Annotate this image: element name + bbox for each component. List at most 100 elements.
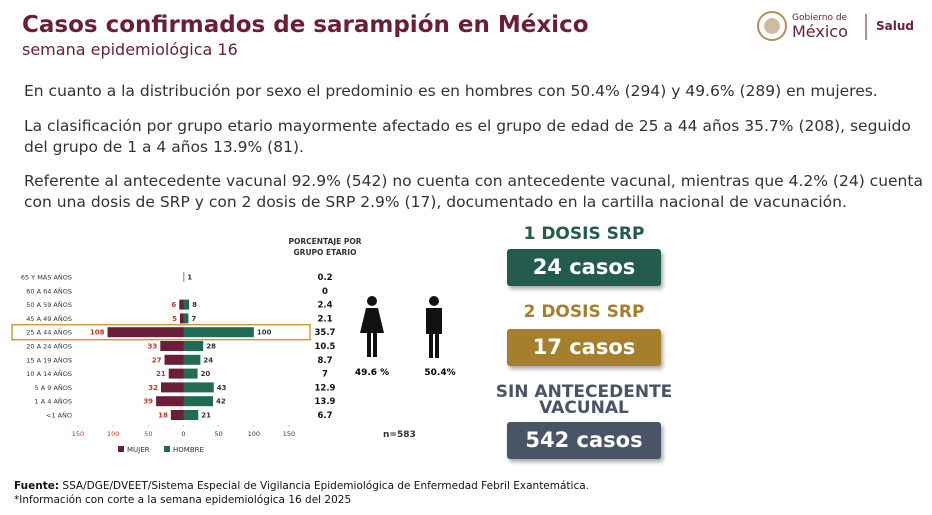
bar xyxy=(183,396,214,407)
category-label: <1 AÑO xyxy=(46,411,72,420)
bar xyxy=(156,396,184,407)
category-label: 65 Y MÁS AÑOS xyxy=(21,273,72,282)
bar xyxy=(160,341,184,351)
logo-line2: México xyxy=(792,22,848,41)
percent-label: 10.5 xyxy=(315,342,336,352)
category-label: 20 A 24 AÑOS xyxy=(26,342,72,351)
box-title: 1 DOSIS SRP xyxy=(523,224,645,244)
data-label: 8 xyxy=(192,301,197,309)
percent-label: 13.9 xyxy=(315,397,336,407)
bar xyxy=(179,313,184,324)
percent-label: 6.7 xyxy=(317,411,332,421)
percent-label: 12.9 xyxy=(315,383,336,393)
category-label: 15 A 19 AÑOS xyxy=(26,355,72,364)
bar xyxy=(183,272,185,282)
x-tick-label: 150 xyxy=(72,430,84,438)
bar xyxy=(170,410,184,420)
data-label: 100 xyxy=(257,329,272,337)
bar xyxy=(107,327,184,338)
legend-label: HOMBRE xyxy=(173,446,204,454)
percent-label: 7 xyxy=(322,370,328,380)
percent-label: 2.4 xyxy=(317,301,332,311)
paragraph: Referente al antecedente vacunal 92.9% (… xyxy=(24,172,923,211)
bar xyxy=(160,382,184,393)
category-label: 1 A 4 AÑOS xyxy=(35,397,72,406)
x-tick-label: 0 xyxy=(181,430,185,438)
bar xyxy=(164,354,184,365)
percent-label: 2.1 xyxy=(317,314,332,324)
logo-agency: Salud xyxy=(876,19,914,33)
percent-label: 0 xyxy=(322,287,328,297)
x-tick-label: 100 xyxy=(107,430,119,438)
title: Casos confirmados de sarampión en México xyxy=(22,12,589,38)
percent-label: 0.2 xyxy=(317,273,332,283)
emblem-core xyxy=(764,18,780,34)
category-label: 50 A 59 AÑOS xyxy=(26,300,72,309)
paragraph: En cuanto a la distribución por sexo el … xyxy=(24,82,878,100)
data-label: 1 xyxy=(187,274,192,282)
bar xyxy=(183,368,198,379)
box-value: 542 casos xyxy=(507,422,661,459)
legend-swatch xyxy=(164,446,170,452)
bar xyxy=(183,382,214,393)
percent-title: PORCENTAJE POR GRUPO ETARIO xyxy=(288,237,362,257)
data-label: 6 xyxy=(171,301,176,309)
bar xyxy=(183,299,190,310)
data-label: 33 xyxy=(148,343,158,351)
male-icon xyxy=(426,296,442,358)
subtitle: semana epidemiológica 16 xyxy=(22,40,238,59)
data-label: 24 xyxy=(203,356,213,364)
data-label: 27 xyxy=(152,356,162,364)
category-label: 45 A 49 AÑOS xyxy=(26,314,72,323)
data-label: 21 xyxy=(156,370,166,378)
legend-swatch xyxy=(118,446,124,452)
x-tick-label: 50 xyxy=(215,430,223,438)
data-label: 28 xyxy=(206,343,216,351)
female-percent: 49.6 % xyxy=(355,368,389,378)
data-label: 18 xyxy=(158,412,168,420)
source: Fuente: SSA/DGE/DVEET/Sistema Especial d… xyxy=(14,480,589,492)
x-tick-label: 150 xyxy=(283,430,295,438)
logo-line1: Gobierno de xyxy=(792,13,848,23)
data-label: 32 xyxy=(148,384,158,392)
female-icon xyxy=(360,296,384,357)
bar xyxy=(183,327,254,338)
data-label: 20 xyxy=(201,370,211,378)
category-label: 5 A 9 AÑOS xyxy=(35,383,72,392)
data-label: 42 xyxy=(216,398,226,406)
category-label: 25 A 44 AÑOS xyxy=(26,328,72,337)
data-label: 43 xyxy=(217,384,227,392)
data-label: 108 xyxy=(90,329,105,337)
box-title: SIN ANTECEDENTE VACUNAL xyxy=(495,382,673,418)
source-label: Fuente: xyxy=(14,480,60,492)
bar xyxy=(168,368,184,379)
data-label: 7 xyxy=(191,315,196,323)
sex-figures: 49.6 % 50.4% xyxy=(355,296,456,378)
emblem xyxy=(757,11,787,41)
x-tick-label: 100 xyxy=(248,430,260,438)
male-percent: 50.4% xyxy=(424,368,455,378)
legend-label: MUJER xyxy=(127,446,150,454)
data-label: 5 xyxy=(172,315,177,323)
bar xyxy=(183,410,199,420)
highlight-row xyxy=(11,323,311,341)
box-title: 2 DOSIS SRP xyxy=(523,302,645,322)
data-label: 21 xyxy=(201,412,211,420)
bar xyxy=(183,354,201,365)
n-label: n=583 xyxy=(383,430,416,440)
box-value: 17 casos xyxy=(507,329,661,366)
x-tick-label: 50 xyxy=(144,430,152,438)
source-text: SSA/DGE/DVEET/Sistema Especial de Vigila… xyxy=(59,480,590,492)
note: *Información con corte a la semana epide… xyxy=(14,494,352,506)
data-label: 39 xyxy=(143,398,153,406)
pyramid-chart: 65 Y MÁS AÑOS 1 0.2 60 A 64 AÑOS 0 50 A 59 AÑ… xyxy=(11,272,336,454)
percent-label: 8.7 xyxy=(317,356,332,366)
paragraph: La clasificación por grupo etario mayorm… xyxy=(24,117,911,156)
category-label: 10 A 14 AÑOS xyxy=(26,369,72,378)
percent-label: 35.7 xyxy=(315,328,336,338)
logo: Gobierno de México Salud xyxy=(757,11,914,41)
bar xyxy=(183,313,189,324)
bar xyxy=(183,341,204,351)
bar xyxy=(179,299,184,310)
